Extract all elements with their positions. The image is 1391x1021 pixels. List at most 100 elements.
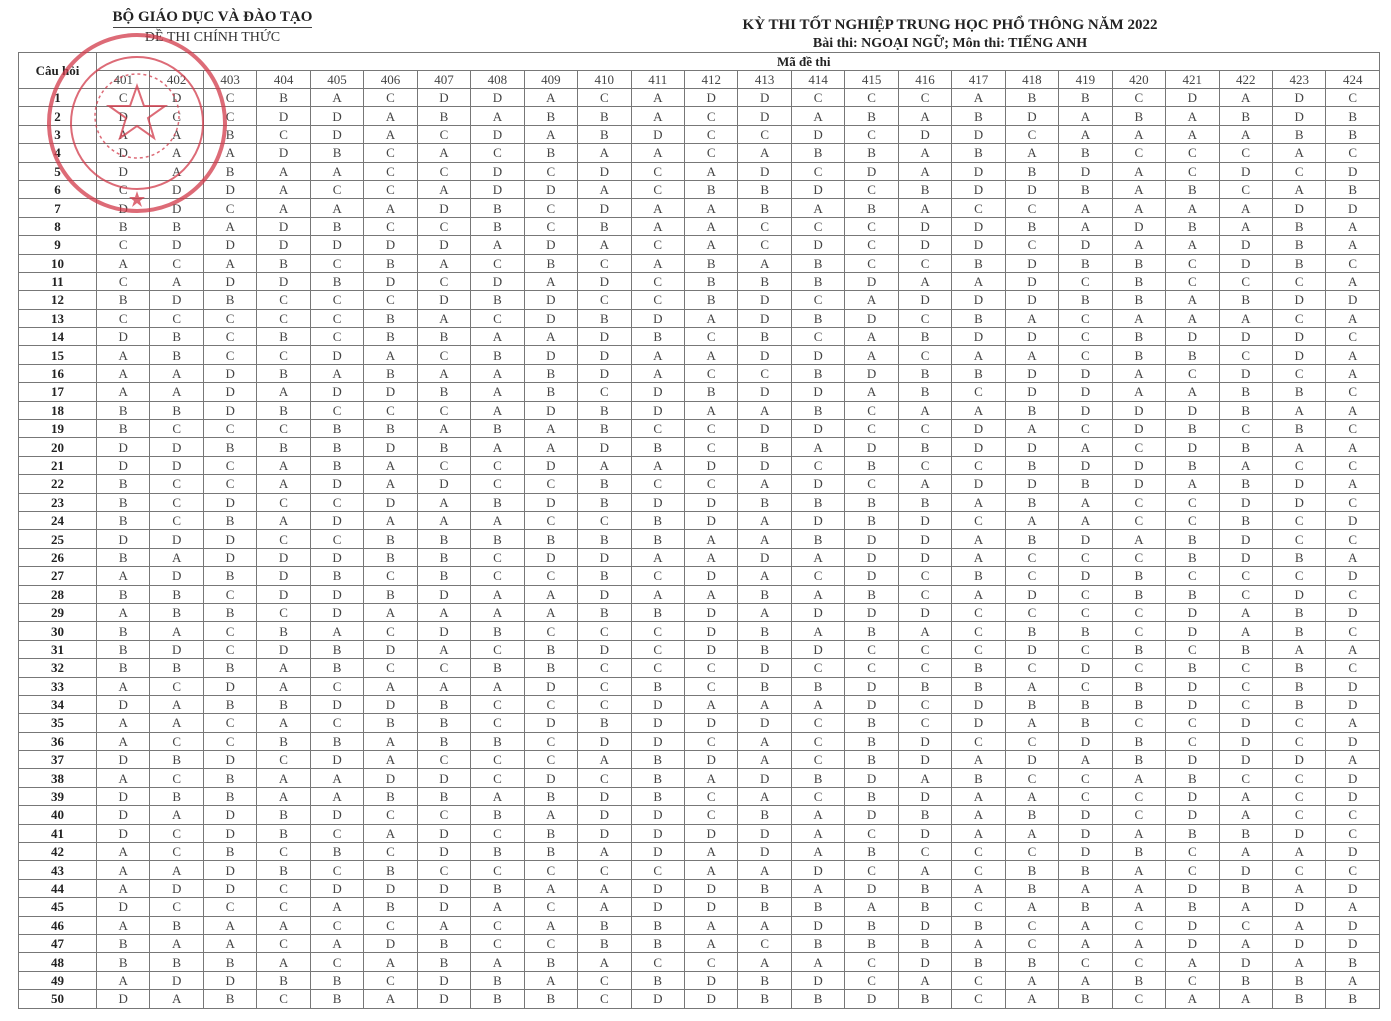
- answer-cell: C: [470, 933, 525, 954]
- answer-cell: C: [844, 860, 899, 880]
- answer-cell: A: [951, 547, 1006, 568]
- answer-cell: C: [149, 842, 204, 862]
- answer-cell: B: [737, 492, 792, 512]
- answer-cell: B: [790, 253, 846, 273]
- answer-cell: C: [202, 713, 258, 733]
- answer-cell: B: [790, 492, 846, 512]
- answer-cell: D: [1004, 327, 1060, 347]
- answer-cell: C: [630, 639, 685, 660]
- answer-cell: D: [202, 179, 258, 200]
- answer-cell: D: [1325, 198, 1380, 218]
- answer-cell: D: [202, 235, 258, 255]
- question-number: 27: [18, 566, 97, 586]
- answer-cell: C: [844, 253, 899, 273]
- answer-cell: A: [897, 143, 953, 163]
- answer-cell: C: [1058, 952, 1113, 972]
- answer-cell: D: [1058, 529, 1113, 549]
- answer-cell: B: [1271, 547, 1327, 568]
- exam-code-420: 420: [1111, 70, 1167, 89]
- question-number: 4: [18, 143, 97, 163]
- answer-cell: D: [844, 989, 899, 1009]
- answer-cell: B: [844, 584, 899, 604]
- answer-cell: B: [256, 860, 311, 880]
- answer-cell: C: [683, 363, 739, 384]
- answer-cell: C: [1271, 529, 1327, 549]
- answer-cell: D: [523, 492, 579, 512]
- answer-cell: B: [897, 878, 953, 899]
- answer-cell: B: [737, 327, 792, 347]
- answer-cell: B: [363, 308, 418, 329]
- exam-code-404: 404: [256, 70, 311, 89]
- answer-cell: B: [1058, 474, 1113, 494]
- answer-cell: A: [790, 805, 846, 825]
- answer-cell: C: [1218, 179, 1273, 200]
- table-row: 19 B C C C B B A B A B C C D D C C D A C D B C B C: [18, 419, 1380, 439]
- answer-cell: A: [1271, 952, 1327, 972]
- answer-cell: D: [523, 290, 579, 310]
- answer-cell: D: [844, 676, 899, 696]
- answer-cell: D: [630, 731, 685, 752]
- answer-cell: D: [630, 308, 685, 329]
- answer-cell: A: [523, 602, 579, 623]
- answer-cell: D: [951, 235, 1006, 255]
- answer-cell: A: [1325, 271, 1380, 292]
- answer-cell: C: [1218, 658, 1273, 678]
- answer-cell: A: [149, 124, 204, 145]
- answer-cell: C: [149, 308, 204, 329]
- answer-cell: C: [1111, 786, 1167, 807]
- answer-cell: A: [1111, 768, 1167, 788]
- answer-cell: D: [577, 271, 632, 292]
- answer-cell: A: [683, 308, 739, 329]
- answer-cell: D: [1004, 437, 1060, 457]
- answer-cell: C: [470, 547, 525, 568]
- answer-cell: A: [309, 897, 365, 917]
- answer-cell: B: [1111, 694, 1167, 715]
- answer-cell: A: [790, 823, 846, 844]
- answer-cell: C: [1325, 87, 1380, 108]
- answer-cell: D: [683, 510, 739, 531]
- answer-cell: B: [470, 345, 525, 365]
- answer-cell: A: [256, 161, 311, 181]
- answer-cell: C: [844, 952, 899, 972]
- table-row: 16 A A D B A B A A B D A C C B D B B D D A C D C A: [18, 363, 1380, 384]
- question-number: 36: [18, 731, 97, 752]
- answer-cell: A: [683, 529, 739, 549]
- answer-cell: C: [951, 455, 1006, 476]
- answer-cell: A: [844, 327, 899, 347]
- answer-cell: D: [897, 750, 953, 770]
- answer-cell: C: [844, 419, 899, 439]
- answer-cell: D: [737, 823, 792, 844]
- answer-cell: B: [897, 897, 953, 917]
- answer-cell: D: [1325, 290, 1380, 310]
- answer-cell: D: [149, 198, 204, 218]
- answer-cell: D: [202, 823, 258, 844]
- table-row: 11 C A D D B D C D A D C B B B D A A D C B C C C A: [18, 271, 1380, 292]
- answer-cell: D: [630, 823, 685, 844]
- answer-cell: B: [523, 253, 579, 273]
- answer-cell: B: [202, 437, 258, 457]
- answer-cell: B: [577, 419, 632, 439]
- answer-cell: A: [1058, 933, 1113, 954]
- answer-cell: B: [256, 731, 311, 752]
- table-row: 25 D D D C C B B B B B B A A B D D A B D A B D C C: [18, 529, 1380, 549]
- answer-cell: A: [630, 106, 685, 126]
- answer-cell: D: [630, 400, 685, 421]
- answer-cell: B: [844, 786, 899, 807]
- answer-cell: B: [1165, 455, 1220, 476]
- question-number: 35: [18, 713, 97, 733]
- answer-cell: A: [790, 106, 846, 126]
- answer-cell: D: [470, 271, 525, 292]
- answer-cell: D: [683, 970, 739, 991]
- answer-cell: B: [1111, 639, 1167, 660]
- answer-cell: C: [951, 842, 1006, 862]
- answer-cell: C: [1165, 253, 1220, 273]
- answer-cell: D: [1058, 363, 1113, 384]
- answer-cell: C: [737, 933, 792, 954]
- answer-cell: A: [737, 143, 792, 163]
- answer-cell: D: [202, 271, 258, 292]
- answer-cell: D: [1058, 805, 1113, 825]
- answer-cell: D: [1325, 768, 1380, 788]
- answer-cell: B: [256, 970, 311, 991]
- answer-cell: A: [737, 694, 792, 715]
